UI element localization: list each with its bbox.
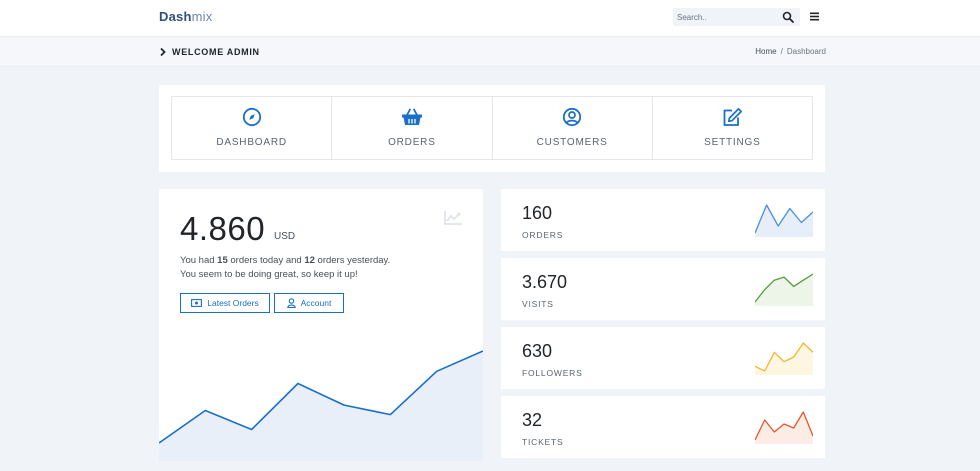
- edit-icon: [723, 107, 743, 126]
- nav-settings-label: SETTINGS: [704, 137, 761, 148]
- stat-card-followers[interactable]: 630 FOLLOWERS: [501, 327, 825, 389]
- stat-value: 160: [522, 203, 553, 223]
- sparkline-series-line: [755, 342, 813, 372]
- desc-prefix: You had: [180, 255, 218, 266]
- money-bill-icon: [191, 299, 203, 307]
- nav-customers[interactable]: CUSTOMERS: [493, 97, 653, 159]
- breadcrumb-current: Dashboard: [786, 47, 826, 56]
- page-header: Dashmix: [0, 0, 980, 37]
- quick-nav-grid: DASHBOARD ORDERS CUSTOMERS: [171, 96, 813, 160]
- orders-today-count: 15: [217, 255, 228, 266]
- latest-orders-label: Latest Orders: [207, 298, 259, 308]
- user-circle-icon: [563, 107, 582, 127]
- stat-label: ORDERS: [522, 230, 564, 240]
- sparkline-chart: [755, 411, 813, 444]
- nav-orders[interactable]: ORDERS: [332, 97, 493, 159]
- latest-orders-button[interactable]: Latest Orders: [180, 293, 270, 313]
- search-input[interactable]: [673, 8, 778, 26]
- stat-value: 32: [522, 410, 543, 430]
- search-icon[interactable]: [782, 11, 794, 23]
- stat-card-tickets[interactable]: 32 TICKETS: [501, 396, 825, 458]
- breadcrumb: Home / Dashboard: [755, 47, 826, 56]
- sparkline-series-area: [755, 274, 813, 306]
- earnings-card: 4.860 USD You had 15 orders today and 12…: [159, 189, 483, 461]
- desc-suffix: orders yesterday.: [314, 255, 391, 266]
- sparkline-series-area: [755, 412, 813, 444]
- sparkline-series-line: [755, 411, 813, 441]
- desc-middle: orders today and: [227, 255, 305, 266]
- earnings-value: 4.860: [180, 210, 266, 247]
- nav-dashboard-label: DASHBOARD: [216, 137, 287, 148]
- stat-value: 3.670: [522, 272, 568, 292]
- sparkline-series-area: [755, 205, 813, 237]
- stat-card-orders[interactable]: 160 ORDERS: [501, 189, 825, 251]
- earnings-series-line: [159, 350, 483, 444]
- hero-bar: WELCOME ADMIN Home / Dashboard: [0, 38, 980, 67]
- account-button[interactable]: Account: [274, 293, 344, 313]
- nav-settings[interactable]: SETTINGS: [653, 97, 812, 159]
- earnings-series-area: [159, 351, 483, 461]
- user-icon: [286, 298, 296, 308]
- nav-customers-label: CUSTOMERS: [536, 137, 608, 148]
- orders-yesterday-count: 12: [304, 255, 315, 266]
- sparkline-series-line: [755, 273, 813, 303]
- brand-part1: Dash: [159, 9, 192, 24]
- desc-line2: You seem to be doing great, so keep it u…: [180, 269, 358, 280]
- sparkline-chart: [755, 342, 813, 375]
- chart-trend-icon: [444, 211, 462, 225]
- chevron-right-icon: [160, 47, 166, 57]
- search-form: [673, 8, 800, 26]
- nav-orders-label: ORDERS: [388, 137, 436, 148]
- stat-card-visits[interactable]: 3.670 VISITS: [501, 258, 825, 320]
- stat-label: FOLLOWERS: [522, 368, 583, 378]
- sparkline-chart: [755, 204, 813, 237]
- page-title: WELCOME ADMIN: [172, 47, 260, 57]
- quick-nav-card: DASHBOARD ORDERS CUSTOMERS: [159, 85, 825, 172]
- earnings-description: You had 15 orders today and 12 orders ye…: [180, 254, 390, 282]
- stat-label: TICKETS: [522, 437, 564, 447]
- stat-value: 630: [522, 341, 553, 361]
- stat-label: VISITS: [522, 299, 554, 309]
- breadcrumb-home[interactable]: Home: [755, 47, 777, 56]
- nav-dashboard[interactable]: DASHBOARD: [172, 97, 333, 159]
- hamburger-menu-icon[interactable]: [809, 11, 821, 22]
- compass-icon: [242, 107, 261, 127]
- account-label: Account: [300, 298, 332, 308]
- breadcrumb-separator: /: [780, 47, 783, 56]
- sparkline-series-line: [755, 204, 813, 234]
- basket-icon: [401, 108, 422, 125]
- earnings-area-chart: [159, 350, 483, 461]
- brand-logo[interactable]: Dashmix: [159, 9, 212, 25]
- brand-part2: mix: [191, 9, 213, 24]
- sparkline-chart: [755, 273, 813, 306]
- earnings-unit: USD: [274, 231, 296, 242]
